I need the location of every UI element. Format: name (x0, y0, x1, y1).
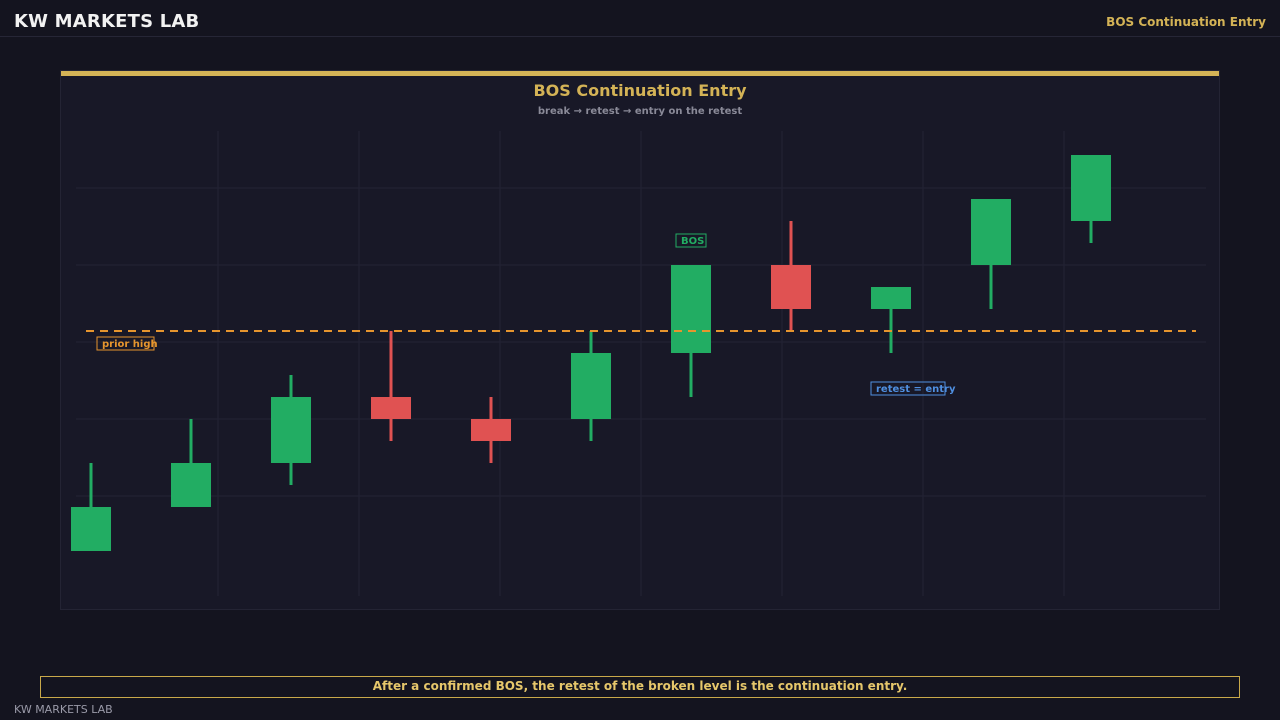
candle-body (1071, 155, 1111, 221)
brand-logo-text: KW MARKETS LAB (14, 11, 200, 32)
card-accent-bar (61, 71, 1219, 76)
chart-subtitle: break → retest → entry on the retest (537, 106, 743, 117)
bos-label-frame (675, 233, 707, 248)
bos-label: BOS (681, 236, 704, 247)
footer-brand: KW MARKETS LAB (14, 703, 113, 716)
candlestick-chart: prior high BOS retest = entry (71, 131, 1206, 596)
candle-body (571, 353, 611, 419)
page-title: BOS Continuation Entry (1106, 15, 1266, 29)
candle-body (171, 463, 211, 507)
chart-title: BOS Continuation Entry (533, 81, 747, 100)
candle-body (71, 507, 111, 551)
candle-body (471, 419, 511, 441)
candle-body (971, 199, 1011, 265)
prior-high-label: prior high (102, 339, 158, 350)
candle-body (771, 265, 811, 309)
candle-body (671, 265, 711, 353)
caption-text: After a confirmed BOS, the retest of the… (372, 679, 908, 693)
top-bar: KW MARKETS LAB BOS Continuation Entry (0, 0, 1280, 37)
candle-body (271, 397, 311, 463)
candle-body (871, 287, 911, 309)
candle-wick (389, 331, 393, 441)
chart-card: prior high BOS retest = entry BOS Continua… (60, 70, 1220, 610)
retest-entry-label: retest = entry (876, 384, 956, 395)
retest-entry-label-frame (870, 381, 946, 396)
prior-high-label-frame (96, 336, 155, 351)
candle-wick (889, 287, 893, 353)
candle-body (371, 397, 411, 419)
caption-box: After a confirmed BOS, the retest of the… (40, 676, 1240, 698)
